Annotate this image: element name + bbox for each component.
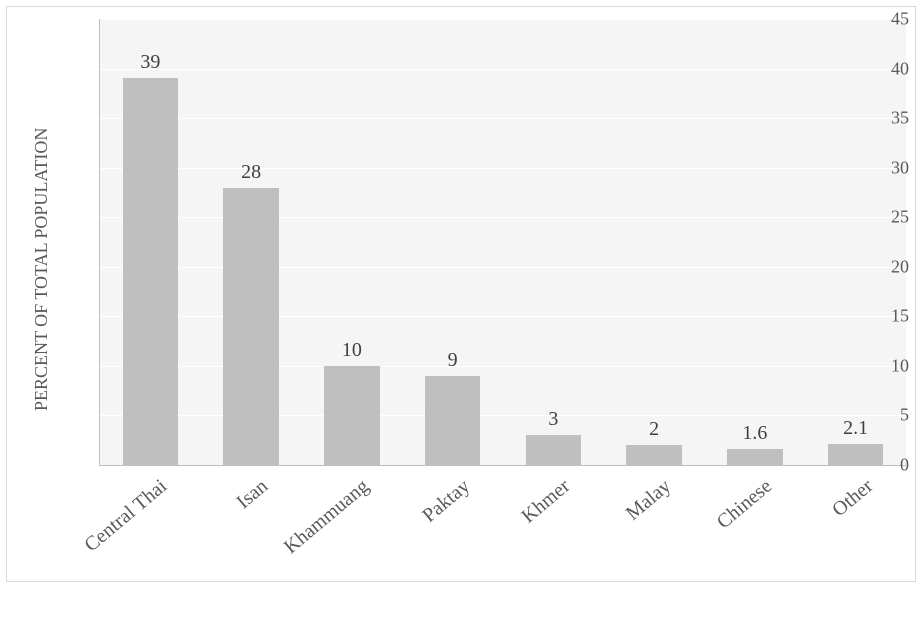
y-tick-label: 15	[821, 306, 915, 327]
y-tick-label: 5	[821, 405, 915, 426]
y-axis-title: PERCENT OF TOTAL POPULATION	[31, 128, 52, 411]
y-tick-label: 45	[821, 9, 915, 30]
bar: 3	[526, 435, 581, 465]
gridline	[100, 19, 906, 20]
y-tick-label: 10	[821, 355, 915, 376]
bar-value-label: 1.6	[727, 422, 782, 449]
gridline	[100, 168, 906, 169]
gridline	[100, 118, 906, 119]
plot-area: 3928109321.62.1	[99, 19, 906, 466]
gridline	[100, 366, 906, 367]
gridline	[100, 415, 906, 416]
bar-value-label: 3	[526, 408, 581, 435]
y-tick-label: 30	[821, 157, 915, 178]
y-tick-label: 35	[821, 108, 915, 129]
bar: 28	[223, 188, 278, 466]
y-tick-label: 25	[821, 207, 915, 228]
chart-frame: 3928109321.62.1 051015202530354045 PERCE…	[6, 6, 916, 582]
gridline	[100, 217, 906, 218]
y-tick-label: 0	[821, 455, 915, 476]
gridline	[100, 267, 906, 268]
gridline	[100, 316, 906, 317]
bar: 9	[425, 376, 480, 465]
y-tick-label: 20	[821, 256, 915, 277]
bar-value-label: 9	[425, 349, 480, 376]
bar-value-label: 2	[626, 418, 681, 445]
x-tick-label: Central Thai	[4, 475, 172, 621]
bar: 10	[324, 366, 379, 465]
bar-value-label: 10	[324, 339, 379, 366]
gridline	[100, 69, 906, 70]
bar: 1.6	[727, 449, 782, 465]
y-tick-label: 40	[821, 58, 915, 79]
bar-value-label: 28	[223, 161, 278, 188]
bar: 39	[123, 78, 178, 465]
bar: 2	[626, 445, 681, 465]
bar-value-label: 39	[123, 51, 178, 78]
